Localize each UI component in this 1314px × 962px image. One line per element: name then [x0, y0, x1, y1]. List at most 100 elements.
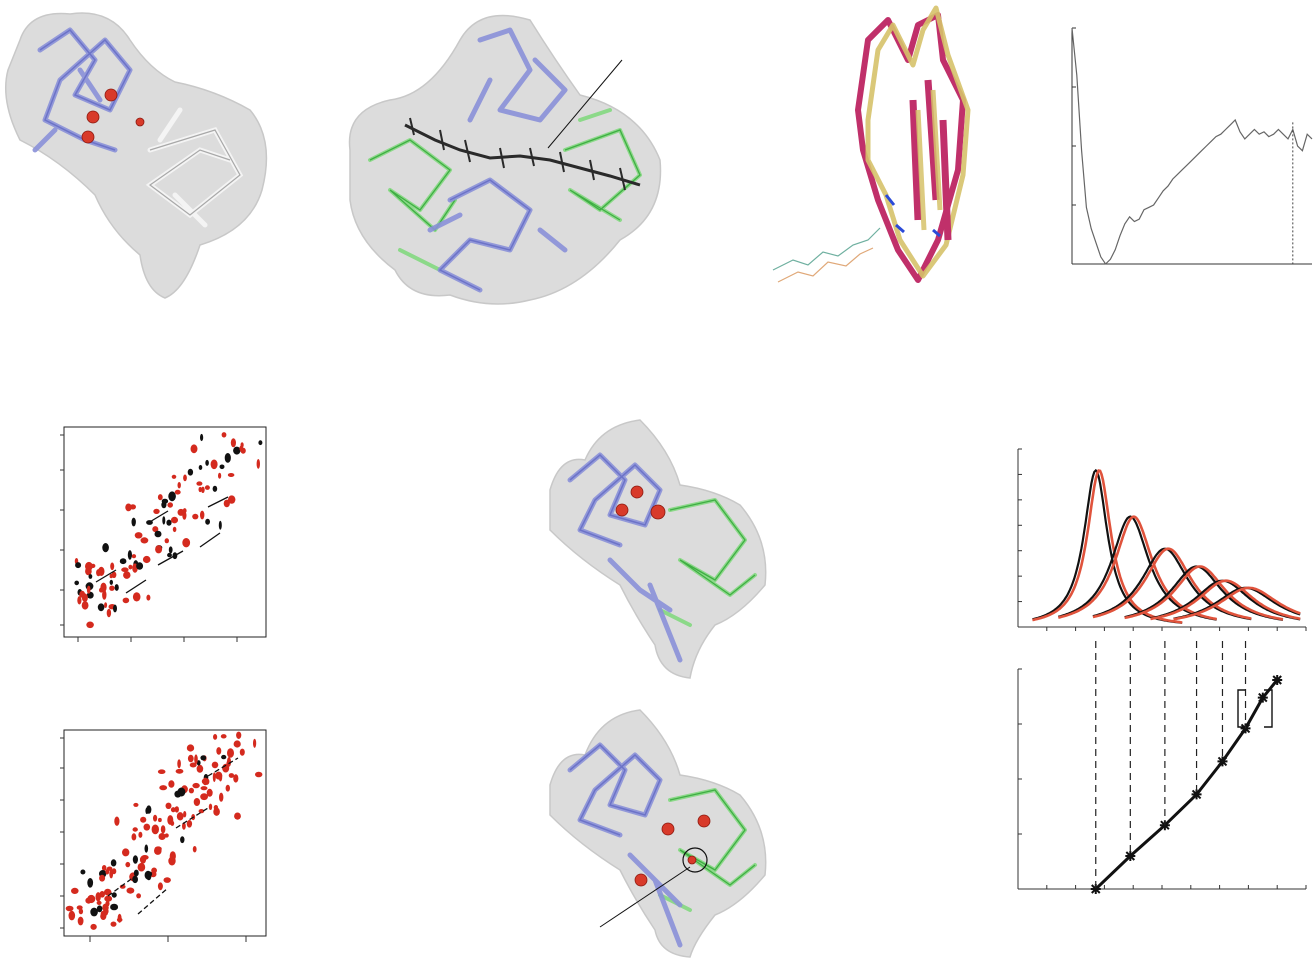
spectrum-peak	[102, 590, 107, 600]
spectrum-peak	[189, 762, 197, 768]
spectrum-peak	[208, 803, 213, 810]
spectrum-peak	[233, 740, 241, 748]
spectrum-peak	[157, 769, 166, 774]
spectrum-peak	[134, 532, 143, 539]
spectrum-peak	[175, 768, 184, 774]
spectrum-peak	[174, 489, 181, 495]
spectrum-peak	[201, 486, 205, 493]
spectrum-peak	[141, 855, 149, 860]
spectrum-peak	[186, 744, 195, 752]
spectrum-peak	[68, 910, 76, 921]
spectrum-peak	[167, 552, 172, 558]
spectrum-peak	[97, 603, 105, 612]
spectrum-peak	[131, 517, 136, 527]
spectrum-peak	[159, 785, 168, 791]
curve-point	[1090, 884, 1101, 894]
spectrum-peak	[219, 464, 225, 470]
spectrum-peak	[182, 538, 191, 548]
spectrum-peak	[90, 923, 97, 930]
spectrum-peak	[109, 585, 115, 591]
spectrum-peak	[132, 875, 138, 884]
spectrum-peak	[160, 825, 166, 834]
annotation-leader-line	[547, 59, 623, 149]
spectrum-peak	[190, 444, 198, 454]
spectrum-peak	[168, 780, 175, 788]
spectrum-peak	[193, 798, 201, 806]
spectrum-peak	[200, 433, 204, 442]
nmr-spectrum-top	[58, 425, 270, 645]
spectrum-peak	[164, 833, 169, 838]
spectrum-peak	[176, 812, 184, 821]
molecular-surface	[5, 12, 268, 299]
spectrum-peak	[168, 491, 176, 502]
peak-profile	[1092, 547, 1252, 620]
molecular-surface	[348, 14, 662, 305]
spectrum-peak	[74, 580, 79, 586]
peak-profile	[1124, 565, 1284, 621]
spectrum-peak	[258, 440, 263, 446]
spectrum-peak	[136, 893, 141, 899]
peak-curves	[1032, 468, 1301, 624]
spectrum-peak	[183, 811, 187, 818]
spectrum-peak	[153, 814, 158, 822]
curve-point	[1240, 723, 1251, 734]
spectrum-peak	[182, 508, 187, 514]
spectrum-peak	[168, 546, 173, 554]
spectrum-peak	[101, 865, 107, 871]
spectrum-peak	[167, 502, 173, 508]
spectrum-peak	[151, 824, 159, 835]
spectrum-peak	[233, 774, 239, 783]
highlight-circle	[682, 847, 708, 873]
spectrum-peak	[65, 905, 74, 912]
spectrum-peak	[221, 432, 227, 438]
spectrum-peak	[132, 592, 141, 602]
highlight-atom	[697, 814, 711, 828]
spectrum-peak	[172, 526, 177, 533]
spectrum-peak	[200, 755, 207, 761]
curve-point	[1217, 756, 1228, 767]
spectrum-peak	[80, 869, 86, 875]
spectrum-peak	[188, 787, 194, 794]
spectrum-peak	[96, 900, 102, 905]
spectrum-peak	[75, 562, 82, 569]
spectrum-peak	[88, 574, 93, 579]
spectrum-peak	[71, 887, 79, 894]
y-ticks	[60, 737, 64, 929]
spectrum-peak	[133, 802, 139, 807]
spectrum-peak	[79, 590, 86, 598]
gold-cartoon	[865, 5, 971, 279]
curve-point	[1191, 789, 1202, 800]
titration-peaks	[1010, 445, 1310, 635]
spectrum-peak	[186, 820, 193, 828]
spectrum-peak	[104, 602, 108, 608]
curve-point	[1257, 692, 1268, 703]
spectrum-peak	[192, 513, 199, 520]
spectrum-peak	[202, 777, 208, 786]
spectrum-peak	[110, 921, 117, 927]
highlight-atom	[650, 504, 666, 520]
spectrum-peak	[223, 499, 230, 508]
spectrum-peak	[198, 465, 203, 470]
spectrum-peak	[102, 903, 109, 912]
spectrum-peak	[122, 848, 130, 857]
spectrum-peak	[144, 844, 149, 853]
spectrum-peak	[104, 895, 113, 902]
spectrum-peak	[87, 878, 94, 888]
spectrum-peak	[171, 516, 178, 524]
spectrum-peak	[240, 447, 246, 454]
annotation-leader-line	[599, 866, 691, 928]
highlight-atom	[630, 485, 644, 499]
spectrum-peak	[155, 545, 163, 554]
spectrum-peak	[104, 888, 112, 896]
spectrum-peak	[218, 773, 223, 782]
spectrum-peak	[194, 754, 198, 765]
spectrum-peak	[78, 908, 84, 915]
spectrum-peak	[198, 486, 202, 493]
spectrum-peak	[99, 874, 106, 882]
spectrum-peaks	[74, 432, 263, 629]
spectrum-peak	[76, 905, 83, 910]
spectrum-peak	[221, 754, 227, 760]
spectrum-peak	[210, 459, 218, 470]
spectrum-peak	[110, 562, 115, 571]
curve-point	[1159, 820, 1170, 831]
